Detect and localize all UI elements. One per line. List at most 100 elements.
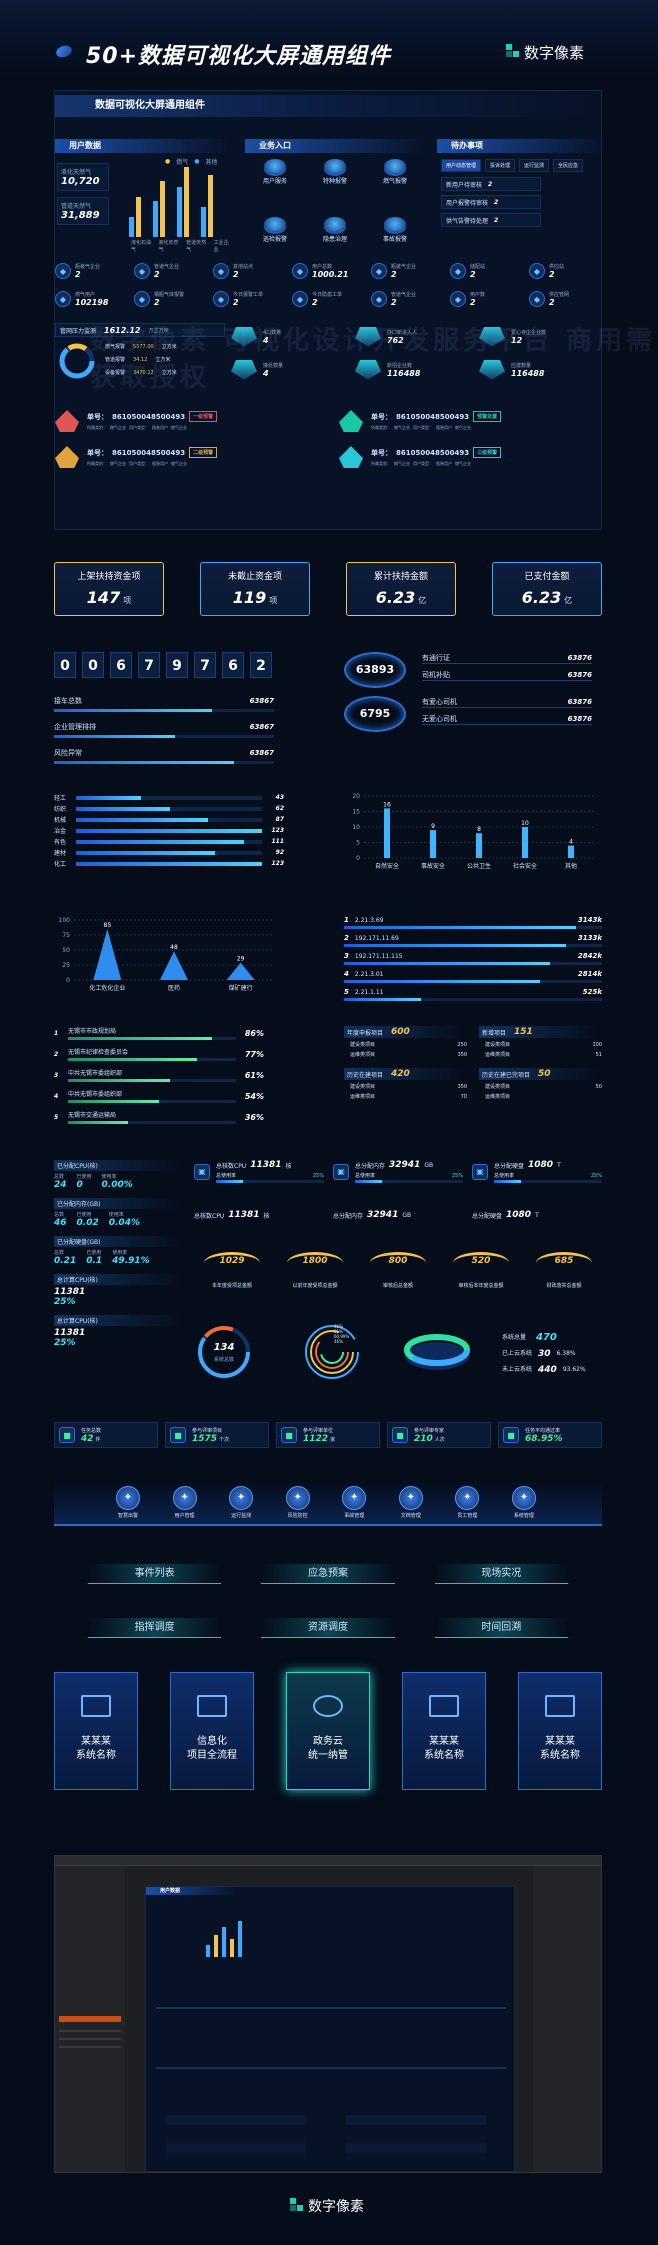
progress-fill (54, 761, 235, 764)
tab-complaint[interactable]: 投诉处理 (485, 159, 516, 172)
x-tick-label: 煤矿建行 (229, 984, 253, 992)
progress-row: 4 中共无锡市委组织部 54% (54, 1089, 264, 1103)
kpi-icon: ◆ (213, 263, 229, 279)
y-tick-label: 5 (356, 840, 360, 847)
resource-top2-item: 总分配内存 32941 GB (333, 1210, 412, 1220)
category-bar-chart: 0 5 10 15 20 16 自然安全 9 事故安全 8 公共卫生 10 社会安全 4 其他 (352, 793, 594, 870)
action-button[interactable]: 资源调度 (261, 1618, 395, 1638)
hbar-row: 建材 92 (54, 849, 284, 857)
ip-row: 3 192.171.11.115 2842k (344, 952, 602, 965)
business-entry[interactable]: 隐患治理 (305, 217, 365, 269)
cloud-icon (313, 1695, 343, 1717)
mid-stat: 爱心寺庄企业数 12 (479, 323, 603, 350)
bar (208, 175, 213, 237)
counter-row: 接车总数 63867 (54, 696, 274, 712)
business-entry[interactable]: 燃气报警 (365, 159, 425, 211)
monitor-icon (429, 1695, 459, 1717)
todo-item[interactable]: 新用户待审核 2 (441, 177, 541, 191)
mid-stat: 办口新进入人 762 (355, 323, 479, 350)
tab-monitor[interactable]: 运行监测 (519, 159, 550, 172)
arc-icon (287, 1252, 343, 1274)
bar (522, 827, 528, 858)
platform-icon (479, 359, 505, 380)
kpi-icon: ◆ (292, 291, 308, 307)
gauge-panel: 管网压力监测 1612.12 万立方米 燃气报警 5577.00 立方米 管道报警 34.… (55, 323, 225, 383)
tab-emergency[interactable]: 全民应急 (553, 159, 584, 172)
donut-value: 134 (213, 1342, 235, 1353)
digit-cell: 7 (138, 652, 160, 678)
panel-title: 业务入口 (245, 139, 425, 153)
project-card: 历史在建已完项目 50 建设类项目 50 运维类项目 (479, 1068, 602, 1100)
mid-stat: 应建数量 116488 (479, 356, 603, 383)
ip-row: 2 192.171.11.69 3133k (344, 934, 602, 947)
order-card[interactable]: 单号： 861050048500493 一级预警 所属类别： 燃气企业 用户类型： 瓶装用户… (55, 409, 319, 433)
progress-fill (344, 926, 577, 929)
progress-fill (494, 1180, 521, 1183)
nav-item[interactable]: ✦ 事故管理 (342, 1486, 367, 1519)
order-card[interactable]: 单号： 861050048500493 预警处置 所属类别： 燃气企业 用户类型： 瓶装用户… (339, 409, 603, 433)
stat-icon: ■ (392, 1427, 408, 1443)
mid-stat: 接处数量 4 (231, 356, 355, 383)
order-card[interactable]: 单号： 861050048500493 三级预警 所属类别： 燃气企业 用户类型： 瓶装用户… (339, 445, 603, 469)
resource-block: 已分配CPU(核) 总数 24 已使用 0 使用率 0.00% (54, 1160, 184, 1190)
platform-icon (231, 326, 257, 347)
nav-item[interactable]: ✦ 运行监测 (229, 1486, 254, 1519)
kpi-icon: ◆ (450, 291, 466, 307)
resource-top-card: ▣ 总核数CPU 11381 核总使用率 25% (194, 1160, 324, 1183)
todo-item[interactable]: 用户报警待审核 2 (441, 195, 541, 209)
system-card[interactable]: 某某某 系统名称 (54, 1672, 138, 1790)
system-card[interactable]: 某某某 系统名称 (402, 1672, 486, 1790)
gauge-header: 管网压力监测 1612.12 万立方米 (55, 323, 225, 337)
business-entry[interactable]: 巡检报警 (245, 217, 305, 269)
business-panel: 业务入口 用户服务 特种报警 燃气报警巡检报警 隐患治理 事故报警 (245, 139, 425, 269)
kpi-icon: ◆ (529, 263, 545, 279)
ring-value: 63893 (344, 652, 406, 688)
system-card[interactable]: 政务云 统一纳管 (286, 1672, 370, 1790)
data-label: 9 (431, 823, 435, 830)
business-entry[interactable]: 用户服务 (245, 159, 305, 211)
nav-item[interactable]: ✦ 员工管理 (455, 1486, 480, 1519)
hbar-fill (76, 817, 208, 822)
nav-item[interactable]: ✦ 用户管理 (172, 1486, 197, 1519)
data-label: 4 (569, 839, 573, 846)
action-button[interactable]: 现场实况 (434, 1564, 568, 1584)
kpi-item: ◆ 用户总数 1000.21 (292, 259, 366, 283)
x-tick-label: 医药 (168, 984, 180, 992)
progress-fill (355, 1180, 382, 1183)
nav-item[interactable]: ✦ 风险防控 (285, 1486, 310, 1519)
alert-gem-icon (55, 446, 79, 468)
action-button[interactable]: 事件列表 (88, 1564, 222, 1584)
nav-platform (54, 1480, 602, 1526)
action-button[interactable]: 时间回溯 (434, 1618, 568, 1638)
nav-item[interactable]: ✦ 文档管理 (398, 1486, 423, 1519)
progress-fill (344, 980, 541, 983)
stat-icon: ■ (281, 1427, 297, 1443)
stat-icon: ■ (59, 1427, 75, 1443)
brand-logo-icon (506, 44, 520, 58)
system-card[interactable]: 信息化 项目全流程 (170, 1672, 254, 1790)
progress-fill (68, 1100, 159, 1103)
todo-item[interactable]: 供气告警待处理 2 (441, 213, 541, 227)
nav-item[interactable]: ✦ 系统管理 (511, 1486, 536, 1519)
action-button[interactable]: 指挥调度 (88, 1618, 222, 1638)
order-card[interactable]: 单号： 861050048500493 二级预警 所属类别： 燃气企业 用户类型： 瓶装用户… (55, 445, 319, 469)
business-entry[interactable]: 事故报警 (365, 217, 425, 269)
data-label: 10 (521, 820, 529, 827)
y-tick-label: 75 (62, 932, 70, 939)
progress-row: 1 无锡市市政规划局 86% (54, 1026, 264, 1040)
data-label: 29 (237, 956, 245, 963)
bar (160, 181, 165, 237)
platform-icon (355, 326, 381, 347)
nav-item[interactable]: ✦ 智慧出警 (116, 1486, 140, 1519)
business-entry[interactable]: 特种报警 (305, 159, 365, 211)
alert-gem-icon (339, 410, 363, 432)
system-card[interactable]: 某某某 系统名称 (518, 1672, 602, 1790)
system-stats: 系统总量 470 已上云系统 30 6.38% 未上云系统 440 93.62% (502, 1332, 586, 1375)
user-panel: 用户数据 液化天然气 10,720 管道天然气 31,889 ● 燃气 ● 其他 液化石油… (55, 139, 230, 329)
project-card: 年度申报项目 600 建设类项目 250 运维类项目 350 (344, 1026, 467, 1058)
ip-row: 4 2.21.3.01 2814k (344, 970, 602, 983)
kpi-item: ◆ 瓶装气企业 2 (371, 259, 445, 283)
tab-user-dynamic[interactable]: 用户动态管理 (441, 159, 482, 172)
action-button[interactable]: 应急预案 (261, 1564, 395, 1584)
status-badge: 一级预警 (189, 411, 218, 422)
